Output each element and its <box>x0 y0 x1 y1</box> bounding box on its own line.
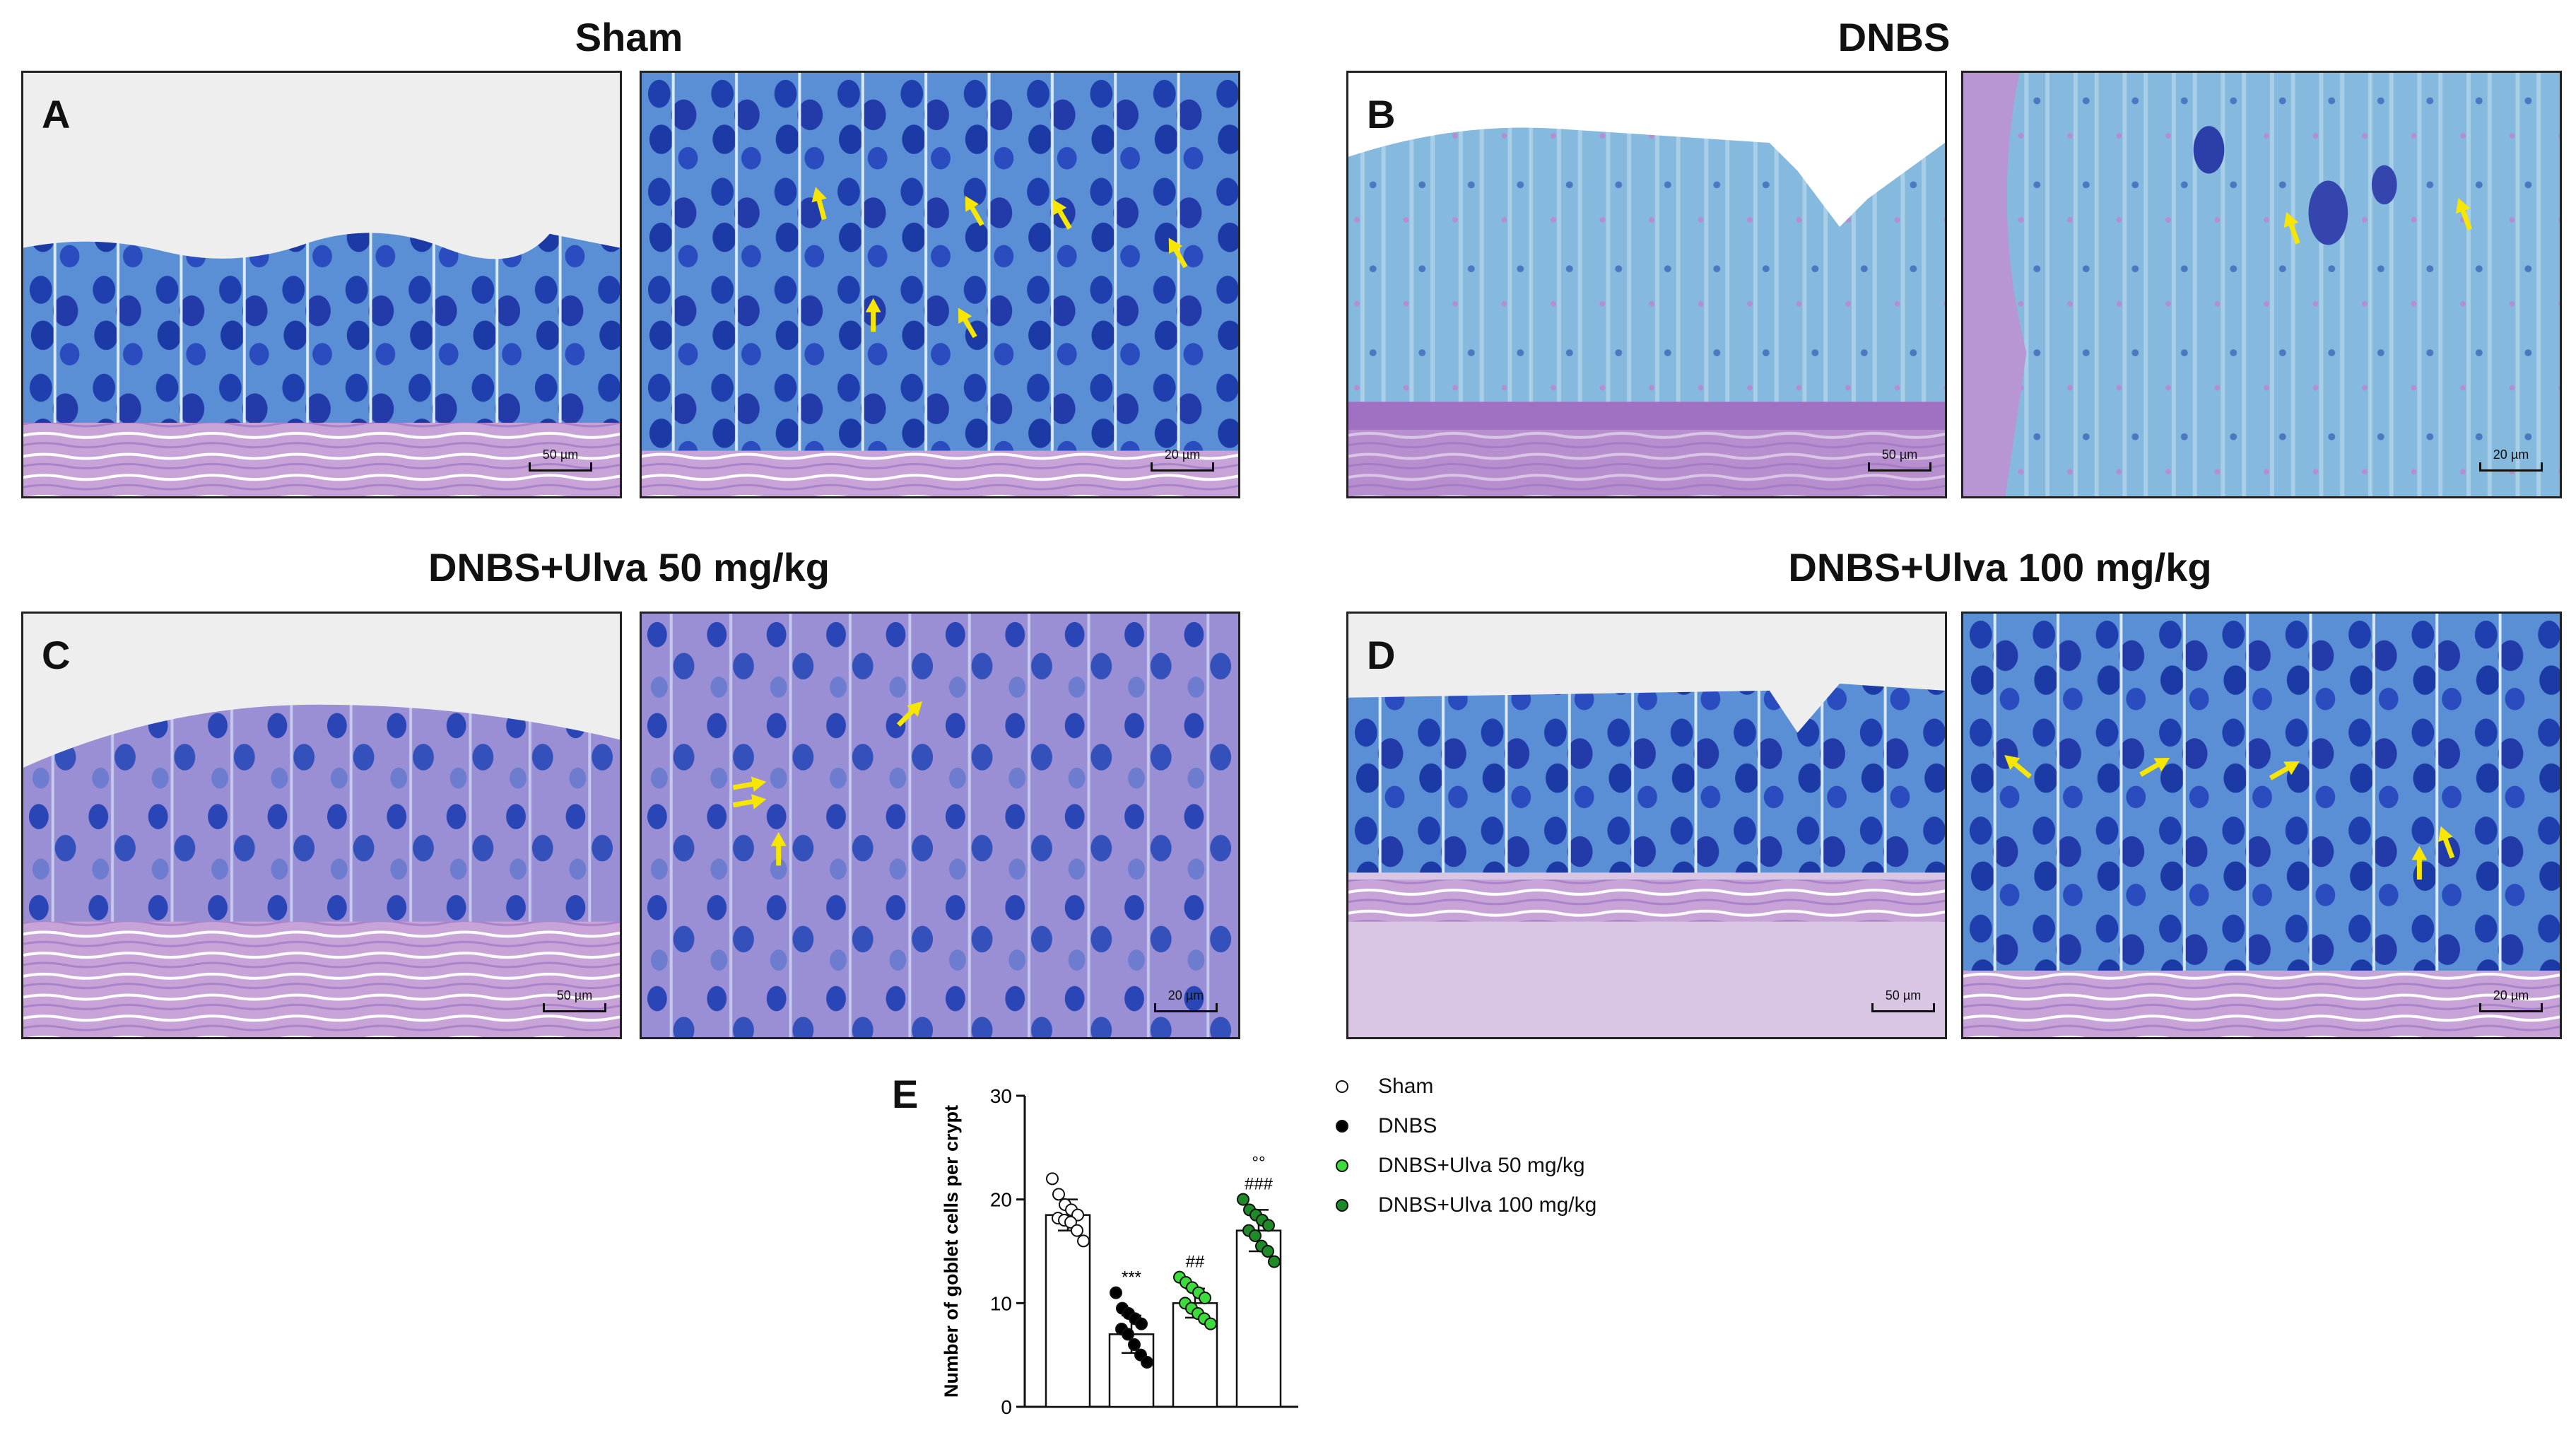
panel-sham-low-mag: A 50 µm <box>21 71 622 498</box>
point-dnbs <box>1128 1338 1141 1351</box>
point-dnbs-ulva-100-mg-kg <box>1262 1219 1275 1232</box>
panel-dnbs-low-mag: B 50 µm <box>1346 71 1947 498</box>
legend-label-ulva100: DNBS+Ulva 100 mg/kg <box>1378 1193 1597 1217</box>
panel-letter-d: D <box>1367 633 1396 677</box>
panel-ulva100-low-mag: D 50 µm <box>1346 612 1947 1039</box>
goblet-cells-bar-chart: Number of goblet cells per crypt 0 10 20 30 *… <box>941 1085 1298 1418</box>
point-dnbs-ulva-100-mg-kg <box>1237 1193 1249 1206</box>
legend-marker-ulva50 <box>1336 1159 1348 1172</box>
y-axis-label: Number of goblet cells per crypt <box>941 1105 962 1398</box>
group-title-sham: Sham <box>575 15 683 59</box>
annotation-dnbs-ulva-100-mg-kg: ### <box>1245 1175 1274 1194</box>
point-sham <box>1046 1172 1059 1186</box>
point-sham <box>1071 1224 1083 1237</box>
scale-bar-ulva50-high: 20 µm <box>1154 988 1218 1012</box>
point-dnbs <box>1141 1355 1153 1369</box>
point-sham <box>1064 1215 1077 1229</box>
group-title-ulva100: DNBS+Ulva 100 mg/kg <box>1788 545 2212 590</box>
panel-letter-e: E <box>892 1072 919 1116</box>
group-title-dnbs: DNBS <box>1837 15 1951 59</box>
legend-label-ulva50: DNBS+Ulva 50 mg/kg <box>1378 1154 1585 1177</box>
scale-bar-ulva50-low: 50 µm <box>543 988 606 1012</box>
legend-label-sham: Sham <box>1378 1075 1434 1098</box>
scale-bar-sham-low: 50 µm <box>529 447 592 472</box>
point-dnbs <box>1110 1286 1122 1299</box>
point-dnbs-ulva-100-mg-kg <box>1261 1245 1274 1258</box>
panel-ulva50-low-mag: C 50 µm <box>21 612 622 1039</box>
y-tick-label-10: 10 <box>990 1292 1012 1314</box>
y-tick-label-20: 20 <box>990 1189 1012 1211</box>
annotation-secondary-dnbs-ulva-100-mg-kg: °° <box>1252 1154 1265 1173</box>
panel-letter-b: B <box>1367 92 1396 136</box>
panel-dnbs-high-mag: 20 µm <box>1961 71 2562 498</box>
point-dnbs <box>1122 1328 1134 1341</box>
point-sham <box>1077 1234 1090 1248</box>
y-tick-label-30: 30 <box>990 1085 1012 1107</box>
scale-bar-sham-high: 20 µm <box>1151 447 1214 472</box>
scale-bar-dnbs-low: 50 µm <box>1868 447 1931 472</box>
legend-marker-ulva100 <box>1336 1199 1348 1212</box>
y-tick-label-0: 0 <box>1001 1396 1012 1418</box>
point-dnbs-ulva-50-mg-kg <box>1199 1292 1211 1304</box>
panel-ulva100-high-mag: 20 µm <box>1961 612 2562 1039</box>
scale-bar-dnbs-high: 20 µm <box>2479 447 2543 472</box>
panel-letter-c: C <box>42 633 71 677</box>
point-dnbs-ulva-100-mg-kg <box>1249 1229 1261 1242</box>
scale-bar-ulva100-high: 20 µm <box>2479 988 2543 1012</box>
legend-marker-dnbs <box>1336 1120 1348 1133</box>
annotation-dnbs: *** <box>1122 1268 1141 1287</box>
panel-letter-a: A <box>42 92 71 136</box>
group-title-ulva50: DNBS+Ulva 50 mg/kg <box>428 545 830 590</box>
point-sham <box>1052 1188 1065 1201</box>
legend-marker-sham <box>1336 1080 1348 1093</box>
annotation-dnbs-ulva-50-mg-kg: ## <box>1186 1253 1205 1272</box>
panel-sham-high-mag: 20 µm <box>640 71 1240 498</box>
legend-label-dnbs: DNBS <box>1378 1114 1437 1137</box>
point-dnbs-ulva-50-mg-kg <box>1204 1317 1217 1330</box>
panel-ulva50-high-mag: 20 µm <box>640 612 1240 1039</box>
point-dnbs <box>1135 1317 1148 1330</box>
point-dnbs-ulva-100-mg-kg <box>1268 1255 1281 1268</box>
scale-bar-ulva100-low: 50 µm <box>1871 988 1935 1012</box>
